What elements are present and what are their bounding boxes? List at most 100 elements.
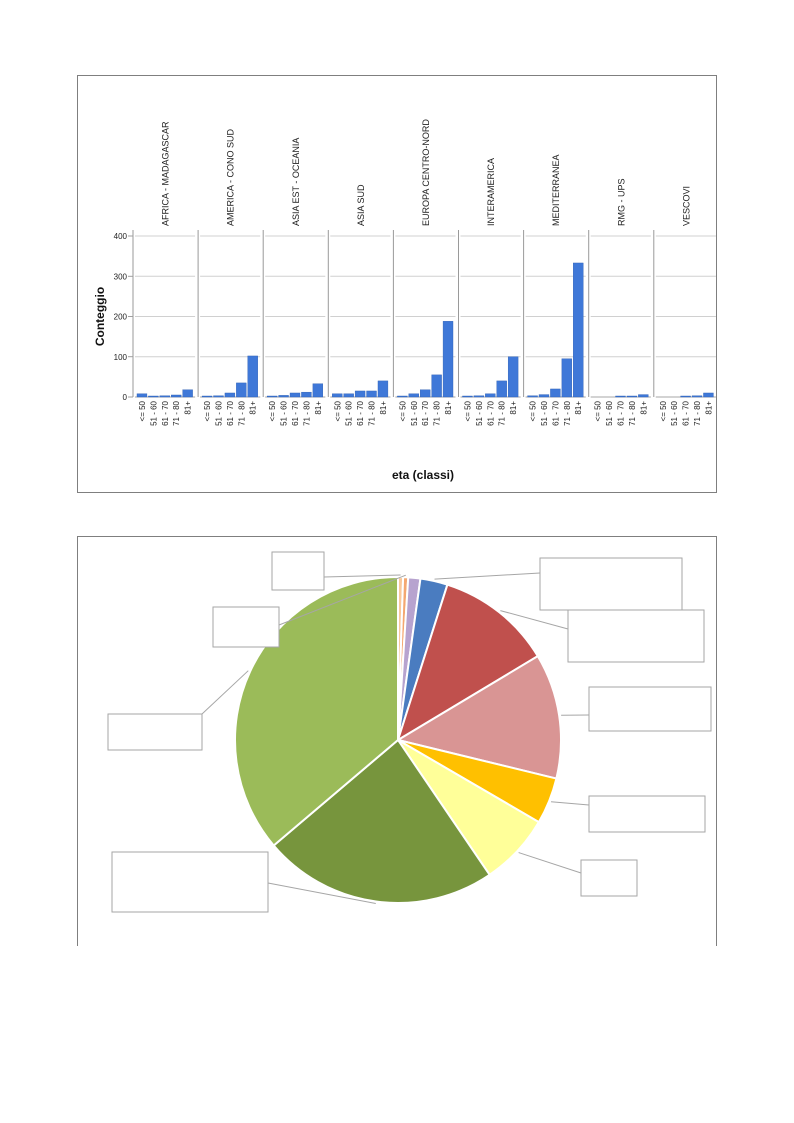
bar [527, 395, 538, 398]
bar-chart-frame: 0 100 200 300 400 Conteggio eta (classi) AFRICA… [77, 75, 717, 493]
bar [247, 355, 258, 398]
bar [442, 321, 454, 398]
y-tick-label: 100 [114, 353, 128, 362]
x-tick-label: 51 - 60 [670, 400, 679, 425]
panel-label: AFRICA - MADAGASCAR [161, 121, 171, 226]
x-tick-label: <= 50 [138, 400, 147, 421]
bar [377, 380, 389, 398]
x-tick-label: 71 - 80 [498, 400, 507, 425]
bar [354, 390, 366, 398]
panel-label: AMERICA - CONO SUD [226, 128, 236, 226]
x-tick-label: 81+ [509, 401, 518, 415]
bar [496, 380, 507, 398]
x-axis-title: eta (classi) [392, 468, 454, 482]
callout-box [111, 851, 269, 913]
x-tick-label: 51 - 60 [345, 400, 354, 425]
bar [573, 262, 584, 398]
callout-box [588, 686, 712, 732]
x-tick-label: 71 - 80 [433, 400, 442, 425]
x-tick-label: 71 - 80 [693, 400, 702, 425]
callout-box [212, 606, 280, 648]
pie-slice [272, 738, 492, 904]
x-tick-label: 81+ [704, 401, 713, 415]
bar [485, 393, 496, 398]
bar [312, 383, 324, 398]
facet-panel: MEDITERRANEA <= 50 51 - 60 61 - 70 71 - 80 81… [523, 154, 586, 426]
bar [171, 394, 182, 398]
bar [366, 390, 377, 398]
x-tick-label: 71 - 80 [368, 400, 377, 425]
bar [561, 358, 572, 398]
x-tick-label: <= 50 [463, 400, 472, 421]
bar [703, 392, 714, 398]
faceted-bar-chart: 0 100 200 300 400 Conteggio eta (classi) AFRICA… [93, 119, 716, 482]
pie-slice [395, 654, 562, 780]
bar [148, 395, 159, 398]
x-tick-label: 61 - 70 [161, 400, 170, 425]
bar [538, 394, 550, 398]
x-tick-label: 51 - 60 [280, 400, 289, 425]
callout-leader-line [278, 574, 406, 626]
bar [462, 395, 473, 398]
x-tick-label: 51 - 60 [540, 400, 549, 425]
x-tick-label: 51 - 60 [605, 400, 614, 425]
callout-box [567, 609, 705, 663]
x-tick-label: 71 - 80 [563, 400, 572, 425]
panel-label: RMG - UPS [616, 178, 626, 226]
bar [680, 395, 691, 398]
callout-box [271, 551, 325, 591]
facet-panel: AFRICA - MADAGASCAR <= 50 51 - 60 61 - 70 71… [132, 121, 196, 426]
bar [301, 391, 312, 398]
bar [638, 394, 649, 398]
bar [332, 393, 343, 398]
panel-label: VESCOVI [681, 186, 691, 226]
x-tick-label: 61 - 70 [551, 400, 560, 425]
y-axis-title: Conteggio [93, 287, 107, 346]
x-tick-label: <= 50 [268, 400, 277, 421]
bar [408, 393, 419, 398]
x-tick-label: <= 50 [398, 400, 407, 421]
y-tick-label: 300 [114, 272, 128, 281]
facet-panel: EUROPA CENTRO-NORD <= 50 51 - 60 61 - 70 71 … [392, 119, 456, 426]
bar [224, 392, 236, 398]
panel-label: INTERAMERICA [486, 158, 496, 226]
bar [550, 388, 561, 398]
pie-chart [107, 551, 712, 913]
facet-panel: ASIA SUD <= 50 51 - 60 61 - 70 71 - 80 81+ [327, 184, 391, 426]
callout-leader-line [267, 882, 376, 904]
facet-panel: RMG - UPS <= 50 51 - 60 61 - 70 71 - 80 81+ [588, 178, 651, 426]
x-tick-label: 61 - 70 [617, 400, 626, 425]
pie-chart-frame [77, 536, 717, 946]
callout-box [539, 557, 683, 611]
bar [278, 395, 289, 398]
x-tick-label: 71 - 80 [628, 400, 637, 425]
x-tick-label: 81+ [379, 401, 388, 415]
y-tick-label: 400 [114, 232, 128, 241]
bar [431, 374, 442, 398]
x-tick-label: 61 - 70 [291, 400, 300, 425]
bar [136, 393, 148, 398]
x-tick-label: 81+ [639, 401, 648, 415]
bar [626, 395, 638, 398]
x-tick-label: <= 50 [659, 400, 668, 421]
x-tick-label: 51 - 60 [149, 400, 158, 425]
bar [397, 395, 408, 398]
x-tick-label: 71 - 80 [302, 400, 311, 425]
x-tick-label: 61 - 70 [226, 400, 235, 425]
x-tick-label: 61 - 70 [421, 400, 430, 425]
x-tick-label: 81+ [314, 401, 323, 415]
facet-panel: ASIA EST - OCEANIA <= 50 51 - 60 61 - 70 71 … [262, 138, 326, 426]
bar [182, 389, 193, 398]
bar [213, 395, 224, 398]
callout-leader-line [518, 852, 582, 874]
x-tick-label: 51 - 60 [410, 400, 419, 425]
callout-box [580, 859, 638, 897]
facet-panel: VESCOVI <= 50 51 - 60 61 - 70 71 - 80 81+ [653, 186, 716, 426]
callout-leader-line [550, 801, 590, 806]
callout-leader-line [434, 572, 541, 580]
y-tick-label: 200 [114, 313, 128, 322]
bar [289, 392, 301, 398]
bar [420, 389, 431, 398]
panel-label: ASIA SUD [356, 184, 366, 226]
callout-box [588, 795, 706, 833]
